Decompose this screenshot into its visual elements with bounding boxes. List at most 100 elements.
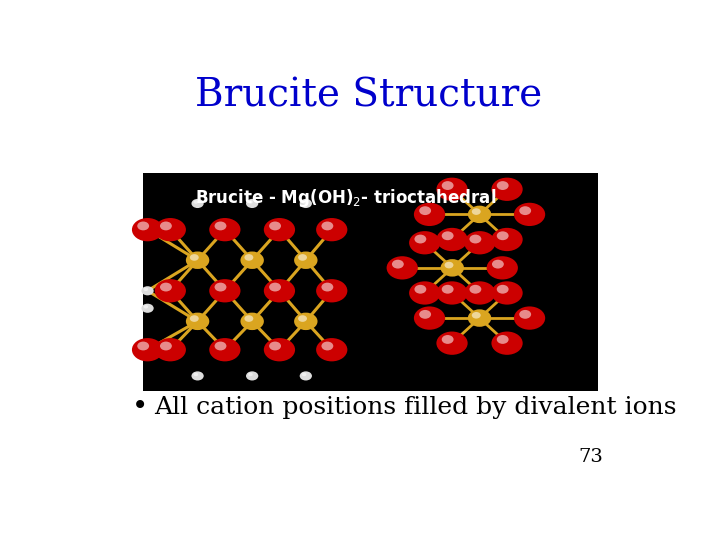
Circle shape — [316, 218, 347, 241]
Circle shape — [143, 305, 148, 308]
Circle shape — [444, 262, 454, 268]
Circle shape — [155, 218, 186, 241]
Circle shape — [141, 303, 153, 313]
Circle shape — [472, 208, 481, 215]
Circle shape — [240, 252, 264, 269]
Circle shape — [138, 342, 149, 350]
Circle shape — [186, 252, 210, 269]
Circle shape — [497, 181, 508, 190]
Circle shape — [497, 335, 508, 344]
Circle shape — [519, 206, 531, 215]
Circle shape — [441, 285, 454, 294]
Circle shape — [155, 279, 186, 302]
Circle shape — [298, 315, 307, 322]
Circle shape — [210, 338, 240, 361]
Circle shape — [264, 279, 295, 302]
Circle shape — [492, 260, 504, 268]
Circle shape — [415, 234, 426, 244]
Circle shape — [246, 372, 258, 381]
Circle shape — [269, 282, 281, 292]
Circle shape — [316, 338, 347, 361]
Circle shape — [419, 310, 431, 319]
Circle shape — [468, 206, 491, 223]
Circle shape — [141, 286, 153, 295]
Circle shape — [302, 373, 307, 376]
Circle shape — [492, 281, 523, 305]
Circle shape — [248, 373, 253, 376]
Circle shape — [514, 306, 545, 330]
Circle shape — [492, 228, 523, 251]
Circle shape — [409, 281, 441, 305]
Circle shape — [436, 281, 468, 305]
Circle shape — [186, 313, 210, 330]
Text: 73: 73 — [578, 448, 603, 466]
Circle shape — [302, 200, 307, 204]
Circle shape — [194, 373, 198, 376]
Circle shape — [190, 254, 199, 261]
Circle shape — [414, 202, 445, 226]
Circle shape — [497, 231, 508, 240]
Circle shape — [143, 288, 148, 291]
Circle shape — [194, 200, 198, 204]
Circle shape — [160, 221, 172, 231]
Circle shape — [492, 178, 523, 201]
Circle shape — [436, 228, 468, 251]
Circle shape — [414, 306, 445, 330]
Circle shape — [269, 342, 281, 350]
Circle shape — [469, 234, 482, 244]
Circle shape — [514, 202, 545, 226]
Circle shape — [492, 332, 523, 355]
Circle shape — [215, 282, 226, 292]
Circle shape — [298, 254, 307, 261]
Circle shape — [419, 206, 431, 215]
Circle shape — [441, 259, 464, 276]
Text: Brucite - Mg(OH)$_2$- trioctahedral: Brucite - Mg(OH)$_2$- trioctahedral — [195, 187, 497, 209]
Circle shape — [246, 199, 258, 208]
Circle shape — [215, 221, 226, 231]
Circle shape — [321, 221, 333, 231]
Circle shape — [392, 260, 404, 268]
Circle shape — [132, 338, 163, 361]
Circle shape — [441, 335, 454, 344]
Circle shape — [210, 279, 240, 302]
Circle shape — [264, 218, 295, 241]
Circle shape — [244, 254, 253, 261]
Circle shape — [300, 372, 312, 381]
Circle shape — [468, 309, 491, 327]
Circle shape — [215, 342, 226, 350]
Circle shape — [472, 312, 481, 319]
Circle shape — [192, 372, 204, 381]
Circle shape — [190, 315, 199, 322]
Circle shape — [240, 313, 264, 330]
Circle shape — [192, 199, 204, 208]
Circle shape — [497, 285, 508, 294]
Circle shape — [210, 218, 240, 241]
Circle shape — [519, 310, 531, 319]
Circle shape — [487, 256, 518, 280]
Circle shape — [160, 282, 172, 292]
Circle shape — [321, 282, 333, 292]
Circle shape — [387, 256, 418, 280]
Circle shape — [321, 342, 333, 350]
Circle shape — [155, 338, 186, 361]
Circle shape — [138, 221, 149, 231]
Circle shape — [436, 178, 468, 201]
Circle shape — [441, 181, 454, 190]
Circle shape — [294, 252, 318, 269]
Circle shape — [436, 332, 468, 355]
Text: All cation positions filled by divalent ions: All cation positions filled by divalent … — [154, 396, 677, 420]
Circle shape — [244, 315, 253, 322]
Circle shape — [469, 285, 482, 294]
Circle shape — [160, 342, 172, 350]
Circle shape — [248, 200, 253, 204]
Circle shape — [269, 221, 281, 231]
Circle shape — [409, 231, 441, 254]
Circle shape — [300, 199, 312, 208]
Circle shape — [415, 285, 426, 294]
Circle shape — [264, 338, 295, 361]
FancyBboxPatch shape — [143, 173, 598, 391]
Text: Brucite Structure: Brucite Structure — [195, 77, 543, 114]
Circle shape — [132, 218, 163, 241]
Circle shape — [464, 281, 495, 305]
Circle shape — [441, 231, 454, 240]
